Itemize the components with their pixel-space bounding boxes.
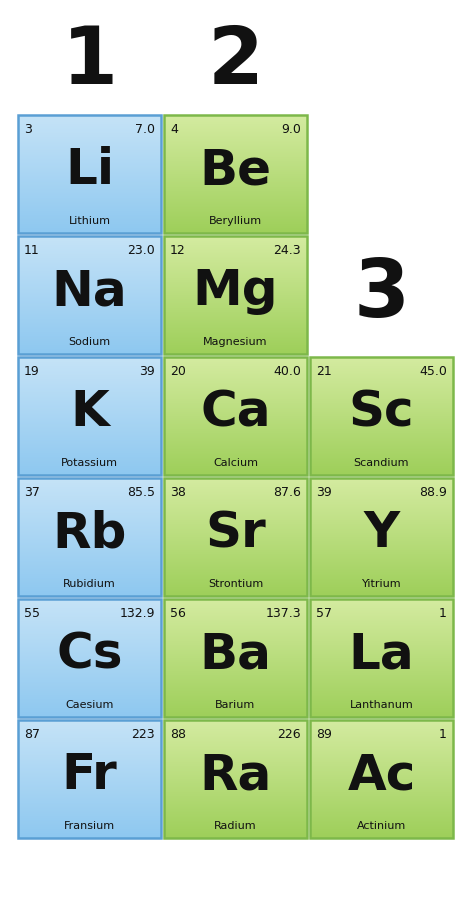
- Text: 20: 20: [170, 365, 186, 378]
- Text: 4: 4: [170, 123, 178, 136]
- Text: Sr: Sr: [205, 510, 266, 557]
- Bar: [18, 478, 161, 596]
- Text: 37: 37: [24, 486, 40, 499]
- Bar: [18, 599, 161, 717]
- Text: 39: 39: [139, 365, 155, 378]
- Text: K: K: [70, 389, 109, 437]
- Bar: [18, 357, 161, 475]
- Text: 88: 88: [170, 728, 186, 741]
- Text: 39: 39: [316, 486, 332, 499]
- Text: 89: 89: [316, 728, 332, 741]
- Text: 9.0: 9.0: [281, 123, 301, 136]
- Text: Scandium: Scandium: [354, 458, 409, 468]
- Text: Sodium: Sodium: [68, 337, 110, 347]
- Text: Li: Li: [65, 146, 114, 195]
- Text: 56: 56: [170, 607, 186, 620]
- Text: Actinium: Actinium: [357, 821, 406, 831]
- Bar: [18, 115, 161, 233]
- Text: Strontium: Strontium: [208, 579, 263, 589]
- Text: 223: 223: [131, 728, 155, 741]
- Text: Potassium: Potassium: [61, 458, 118, 468]
- Text: 85.5: 85.5: [127, 486, 155, 499]
- Bar: [18, 236, 161, 354]
- Text: Y: Y: [364, 510, 400, 557]
- Bar: [164, 599, 307, 717]
- Text: Barium: Barium: [215, 700, 255, 710]
- Text: Rubidium: Rubidium: [63, 579, 116, 589]
- Bar: [310, 720, 453, 838]
- Text: 1: 1: [62, 23, 118, 101]
- Bar: [310, 599, 453, 717]
- Text: Beryllium: Beryllium: [209, 216, 262, 226]
- Text: Ra: Ra: [200, 751, 272, 799]
- Text: Lanthanum: Lanthanum: [350, 700, 413, 710]
- Text: Rb: Rb: [52, 510, 127, 557]
- Text: 19: 19: [24, 365, 40, 378]
- Bar: [164, 478, 307, 596]
- Text: 21: 21: [316, 365, 332, 378]
- Text: 23.0: 23.0: [127, 244, 155, 257]
- Text: Ca: Ca: [200, 389, 271, 437]
- Text: Yitrium: Yitrium: [362, 579, 401, 589]
- Bar: [18, 720, 161, 838]
- Text: Sc: Sc: [349, 389, 414, 437]
- Text: 1: 1: [439, 728, 447, 741]
- Bar: [164, 720, 307, 838]
- Text: 7.0: 7.0: [135, 123, 155, 136]
- Text: 87: 87: [24, 728, 40, 741]
- Text: Calcium: Calcium: [213, 458, 258, 468]
- Text: 12: 12: [170, 244, 186, 257]
- Text: 88.9: 88.9: [419, 486, 447, 499]
- Text: 11: 11: [24, 244, 40, 257]
- Text: 38: 38: [170, 486, 186, 499]
- Text: 24.3: 24.3: [273, 244, 301, 257]
- Text: Radium: Radium: [214, 821, 257, 831]
- Bar: [164, 115, 307, 233]
- Text: 40.0: 40.0: [273, 365, 301, 378]
- Text: Magnesium: Magnesium: [203, 337, 268, 347]
- Text: Be: Be: [200, 146, 272, 195]
- Text: Lithium: Lithium: [69, 216, 110, 226]
- Text: 137.3: 137.3: [265, 607, 301, 620]
- Text: Fr: Fr: [62, 751, 118, 799]
- Text: 45.0: 45.0: [419, 365, 447, 378]
- Text: Fransium: Fransium: [64, 821, 115, 831]
- Bar: [164, 357, 307, 475]
- Text: 3: 3: [24, 123, 32, 136]
- Text: 57: 57: [316, 607, 332, 620]
- Bar: [310, 357, 453, 475]
- Text: 87.6: 87.6: [273, 486, 301, 499]
- Text: Ac: Ac: [347, 751, 416, 799]
- Text: Cs: Cs: [56, 630, 123, 678]
- Text: Ba: Ba: [200, 630, 272, 678]
- Text: Mg: Mg: [193, 268, 278, 316]
- Text: 55: 55: [24, 607, 40, 620]
- Text: La: La: [349, 630, 414, 678]
- Text: 132.9: 132.9: [119, 607, 155, 620]
- Text: 2: 2: [208, 23, 264, 101]
- Text: 1: 1: [439, 607, 447, 620]
- Text: 226: 226: [277, 728, 301, 741]
- Text: Na: Na: [52, 268, 128, 316]
- Text: 3: 3: [354, 256, 410, 334]
- Bar: [164, 236, 307, 354]
- Bar: [310, 478, 453, 596]
- Text: Caesium: Caesium: [65, 700, 114, 710]
